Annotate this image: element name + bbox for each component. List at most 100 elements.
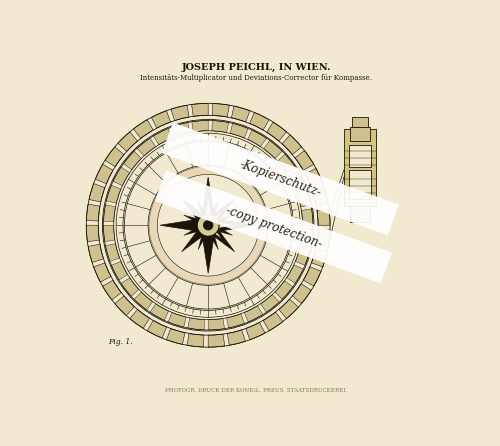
Polygon shape <box>196 223 209 231</box>
Wedge shape <box>192 103 208 116</box>
Wedge shape <box>275 281 293 299</box>
Polygon shape <box>208 220 220 227</box>
Wedge shape <box>246 322 265 340</box>
Wedge shape <box>134 120 153 138</box>
Wedge shape <box>192 120 208 132</box>
Wedge shape <box>208 318 224 330</box>
Wedge shape <box>166 329 185 344</box>
Wedge shape <box>296 247 310 265</box>
Wedge shape <box>295 150 314 170</box>
Wedge shape <box>297 189 311 207</box>
Polygon shape <box>206 223 222 239</box>
Wedge shape <box>112 261 128 280</box>
Polygon shape <box>194 212 210 227</box>
Wedge shape <box>104 205 116 222</box>
Wedge shape <box>171 105 189 120</box>
Wedge shape <box>232 106 250 122</box>
Wedge shape <box>266 122 286 141</box>
Polygon shape <box>204 221 234 252</box>
Polygon shape <box>182 199 212 229</box>
Wedge shape <box>94 263 111 282</box>
Wedge shape <box>154 128 172 145</box>
Polygon shape <box>208 220 234 231</box>
Polygon shape <box>160 218 208 233</box>
Wedge shape <box>244 306 263 322</box>
Polygon shape <box>182 220 208 231</box>
Wedge shape <box>278 154 295 173</box>
Wedge shape <box>172 123 190 136</box>
Wedge shape <box>301 229 313 246</box>
Wedge shape <box>286 265 304 283</box>
Text: Intensitäts-Multiplicator und Deviations-Corrector für Kompasse.: Intensitäts-Multiplicator und Deviations… <box>140 74 372 82</box>
Text: -copy protection-: -copy protection- <box>224 203 324 250</box>
Polygon shape <box>194 223 210 239</box>
Wedge shape <box>106 185 121 203</box>
Wedge shape <box>248 130 266 147</box>
Wedge shape <box>147 320 167 338</box>
Polygon shape <box>208 223 220 231</box>
Wedge shape <box>88 244 104 263</box>
Polygon shape <box>206 224 214 238</box>
Polygon shape <box>206 212 222 227</box>
Wedge shape <box>89 184 105 202</box>
Polygon shape <box>207 222 233 235</box>
Wedge shape <box>263 312 283 331</box>
Wedge shape <box>86 204 100 221</box>
Wedge shape <box>96 164 113 184</box>
Wedge shape <box>304 267 321 286</box>
Text: PHOTOGR. DRUCK DER KONIGL. PREUS. STAATSDRUCKEREI.: PHOTOGR. DRUCK DER KONIGL. PREUS. STAATS… <box>165 388 348 393</box>
Wedge shape <box>302 209 313 225</box>
Wedge shape <box>102 280 122 300</box>
Wedge shape <box>264 140 282 158</box>
Bar <box>349 145 372 167</box>
Wedge shape <box>316 229 330 246</box>
Bar <box>350 206 370 222</box>
Bar <box>344 129 376 206</box>
Polygon shape <box>198 201 211 227</box>
Polygon shape <box>200 225 216 273</box>
Wedge shape <box>130 310 150 328</box>
Wedge shape <box>104 225 115 242</box>
Polygon shape <box>200 177 216 225</box>
Wedge shape <box>137 138 156 156</box>
Wedge shape <box>152 111 171 128</box>
Polygon shape <box>204 199 234 229</box>
Wedge shape <box>312 248 328 267</box>
Wedge shape <box>168 313 186 327</box>
Wedge shape <box>113 167 130 186</box>
Wedge shape <box>188 318 204 330</box>
Polygon shape <box>205 201 218 227</box>
Polygon shape <box>205 224 218 250</box>
Wedge shape <box>260 294 280 312</box>
Wedge shape <box>134 292 152 310</box>
Wedge shape <box>105 147 124 167</box>
Wedge shape <box>121 278 139 296</box>
Text: -Kopierschutz-: -Kopierschutz- <box>238 158 323 200</box>
Wedge shape <box>115 296 134 315</box>
Wedge shape <box>212 103 230 117</box>
Wedge shape <box>86 225 100 242</box>
Polygon shape <box>184 215 210 228</box>
Wedge shape <box>226 314 244 328</box>
Wedge shape <box>250 112 269 130</box>
Wedge shape <box>279 299 298 318</box>
Polygon shape <box>196 220 209 227</box>
Polygon shape <box>155 170 392 283</box>
Polygon shape <box>208 218 256 233</box>
Wedge shape <box>288 170 305 189</box>
Bar <box>349 170 372 199</box>
Circle shape <box>158 174 259 276</box>
Circle shape <box>197 214 219 236</box>
Wedge shape <box>313 188 328 206</box>
Wedge shape <box>306 169 322 188</box>
Polygon shape <box>207 215 233 228</box>
Wedge shape <box>282 135 302 155</box>
Wedge shape <box>317 209 330 225</box>
Wedge shape <box>230 124 248 138</box>
Text: Fig. 1.: Fig. 1. <box>108 338 133 346</box>
Polygon shape <box>182 221 212 252</box>
Circle shape <box>149 166 267 284</box>
Bar <box>350 128 370 141</box>
Wedge shape <box>150 304 169 320</box>
Bar <box>352 117 368 128</box>
